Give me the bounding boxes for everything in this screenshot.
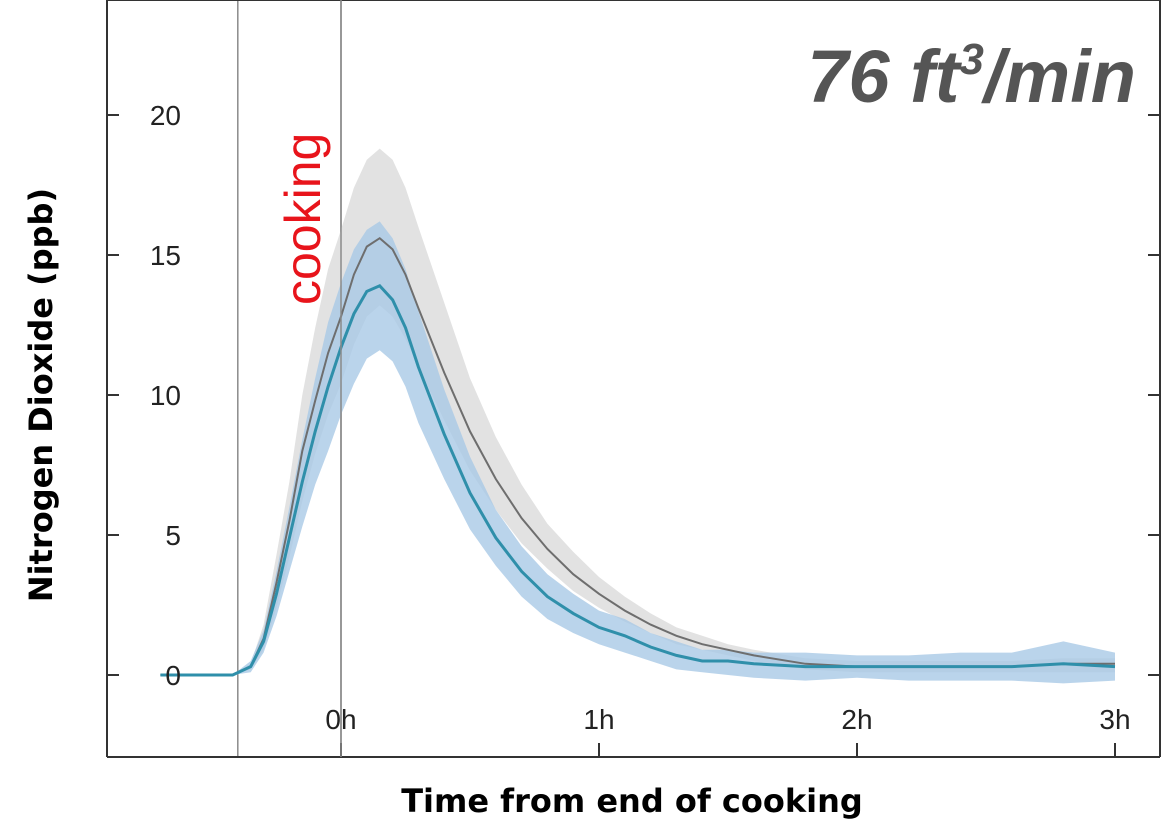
flow-rate-main: 76 ft [807, 35, 963, 118]
band-2 [160, 221, 1115, 684]
series-line-1 [160, 236, 1115, 676]
series-line-2 [160, 283, 1116, 677]
y-tick-label: 10 [150, 380, 181, 411]
flow-rate-tail: /min [981, 35, 1136, 118]
y-tick-label: 15 [150, 240, 181, 271]
x-tick-label: 2h [841, 704, 872, 735]
confidence-bands [160, 148, 1115, 684]
cooking-annotation: cooking [275, 133, 331, 305]
y-ticks: 0 5 10 15 20 [107, 100, 1160, 691]
y-tick-label: 20 [150, 100, 181, 131]
plot-frame [106, 0, 1161, 758]
y-tick-label: 0 [165, 660, 181, 691]
y-axis-label: Nitrogen Dioxide (ppb) [22, 188, 60, 602]
flow-rate-sup: 3 [959, 35, 983, 84]
x-tick-label: 3h [1099, 704, 1130, 735]
x-axis-label: Time from end of cooking [401, 782, 863, 820]
series-lines [160, 236, 1116, 677]
flow-rate-label: 76 ft3/min [807, 35, 1136, 118]
x-tick-label: 1h [583, 704, 614, 735]
x-ticks: 0h 1h 2h 3h [325, 0, 1131, 757]
y-tick-label: 5 [165, 520, 181, 551]
